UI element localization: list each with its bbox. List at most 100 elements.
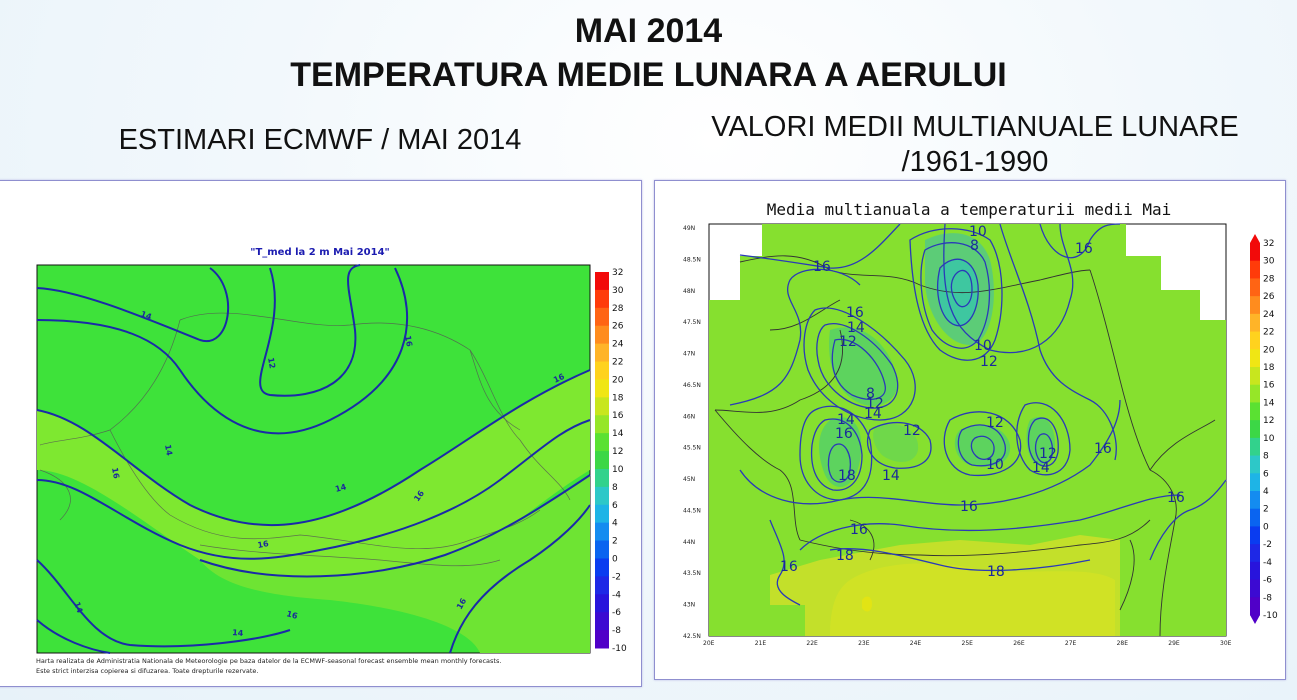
colorbar-top-arrow (1250, 234, 1260, 243)
latitude-tick-label: 44.5N (683, 507, 701, 514)
longitude-tick-label: 26E (1013, 640, 1025, 647)
colorbar-tick-label: -6 (1263, 576, 1272, 586)
colorbar-tick-label: -4 (612, 590, 621, 600)
colorbar-swatch (595, 486, 609, 506)
colorbar-tick-label: 30 (612, 286, 624, 296)
colorbar-tick-label: 24 (1263, 310, 1275, 320)
colorbar-tick-label: 12 (1263, 416, 1274, 426)
climatology-contour-label: 10 (969, 224, 987, 240)
climatology-contour-label: 12 (903, 423, 921, 439)
colorbar-tick-label: 8 (612, 483, 618, 493)
climatology-contour-label: 8 (970, 238, 979, 254)
colorbar-tick-label: 2 (1263, 505, 1269, 515)
latitude-tick-label: 42.5N (683, 633, 701, 640)
colorbar-tick-label: 24 (612, 340, 624, 350)
climatology-contour-label: 12 (866, 396, 884, 412)
longitude-tick-label: 29E (1168, 640, 1180, 647)
ecmwf-contour-label: 16 (257, 539, 270, 550)
colorbar-tick-label: 22 (1263, 328, 1274, 338)
colorbar-tick-label: -10 (1263, 611, 1278, 621)
colorbar-swatch (1250, 491, 1260, 510)
colorbar-swatch (595, 325, 609, 345)
ecmwf-footnote-source: Harta realizata de Administratia Nationa… (36, 657, 502, 665)
ecmwf-contour-label: 16 (403, 335, 414, 348)
ecmwf-contour-label: 16 (552, 372, 566, 385)
longitude-tick-label: 25E (962, 640, 974, 647)
colorbar-swatch (595, 558, 609, 577)
climatology-contour-label: 14 (864, 406, 882, 422)
colorbar-swatch (595, 272, 609, 291)
colorbar-swatch (1250, 526, 1260, 545)
colorbar-tick-label: 4 (1263, 487, 1269, 497)
latitude-tick-label: 43.5N (683, 570, 701, 577)
colorbar-swatch (595, 540, 609, 559)
colorbar-swatch (595, 630, 609, 649)
colorbar-swatch (1250, 296, 1260, 315)
colorbar-swatch (1250, 384, 1260, 403)
longitude-tick-label: 21E (755, 640, 767, 647)
colorbar-swatch (1250, 402, 1260, 421)
longitude-tick-label: 22E (806, 640, 818, 647)
colorbar-tick-label: 10 (612, 465, 624, 475)
colorbar-tick-label: 6 (612, 501, 618, 511)
ecmwf-map-title: "T_med la 2 m Mai 2014" (250, 247, 390, 258)
ecmwf-contour-label: 14 (163, 444, 174, 457)
climatology-contour-label: 16 (835, 426, 853, 442)
ecmwf-contour-label: 14 (334, 482, 348, 494)
climatology-contour-label: 16 (846, 305, 864, 321)
latitude-tick-label: 45.5N (683, 445, 701, 452)
colorbar-tick-label: 20 (612, 375, 624, 385)
latitude-tick-label: 49N (683, 225, 695, 232)
ecmwf-map: 14 12 16 16 14 14 16 16 16 16 14 14 16 3… (36, 264, 627, 654)
climatology-contour-label: 18 (836, 548, 854, 564)
climatology-contour-label: 12 (986, 415, 1004, 431)
colorbar-tick-label: 32 (612, 268, 623, 278)
colorbar-tick-label: 20 (1263, 345, 1275, 355)
latitude-tick-label: 43N (683, 602, 695, 609)
colorbar-swatch (1250, 349, 1260, 368)
colorbar-swatch (1250, 331, 1260, 350)
climatology-contour-label: 8 (866, 386, 875, 402)
climatology-contour-label: 14 (1032, 460, 1050, 476)
colorbar-swatch (595, 307, 609, 327)
colorbar-swatch (1250, 544, 1260, 563)
climatology-contour-label: 16 (813, 259, 831, 275)
climatology-contour-label: 10 (974, 338, 992, 354)
climatology-contour-label: 16 (780, 559, 798, 575)
colorbar-swatch (1250, 473, 1260, 492)
main-subtitle: TEMPERATURA MEDIE LUNARA A AERULUI (290, 56, 1007, 94)
climatology-contour-label: 14 (847, 320, 865, 336)
colorbar-tick-label: 18 (1263, 363, 1275, 373)
colorbar-tick-label: 22 (612, 358, 623, 368)
colorbar-swatch (595, 522, 609, 542)
longitude-tick-label: 27E (1065, 640, 1077, 647)
colorbar-tick-label: -2 (1263, 540, 1272, 550)
climatology-contour-label: 18 (987, 564, 1005, 580)
colorbar-tick-label: 0 (1263, 522, 1269, 532)
longitude-tick-label: 20E (703, 640, 715, 647)
ecmwf-footnote-rights: Este strict interzisa copierea si difuza… (36, 667, 259, 675)
colorbar-tick-label: -4 (1263, 558, 1272, 568)
colorbar-swatch (1250, 243, 1260, 262)
colorbar-tick-label: -6 (612, 608, 621, 618)
colorbar-swatch (595, 451, 609, 470)
colorbar-swatch (595, 612, 609, 631)
colorbar-tick-label: 12 (612, 447, 623, 457)
latitude-tick-label: 45N (683, 476, 695, 483)
longitude-tick-label: 30E (1220, 640, 1232, 647)
colorbar-swatch (1250, 597, 1260, 616)
colorbar-tick-label: 8 (1263, 452, 1269, 462)
colorbar-tick-label: 26 (1263, 292, 1275, 302)
climatology-contour-label: 16 (1167, 490, 1185, 506)
colorbar-tick-label: 16 (1263, 381, 1275, 391)
right-panel-period: /1961-1990 (901, 146, 1049, 178)
ecmwf-contour-label: 16 (285, 609, 299, 621)
colorbar-swatch (1250, 367, 1260, 386)
longitude-tick-label: 28E (1117, 640, 1129, 647)
colorbar-tick-label: 28 (1263, 274, 1275, 284)
colorbar-swatch (595, 379, 609, 398)
colorbar-swatch (1250, 420, 1260, 439)
